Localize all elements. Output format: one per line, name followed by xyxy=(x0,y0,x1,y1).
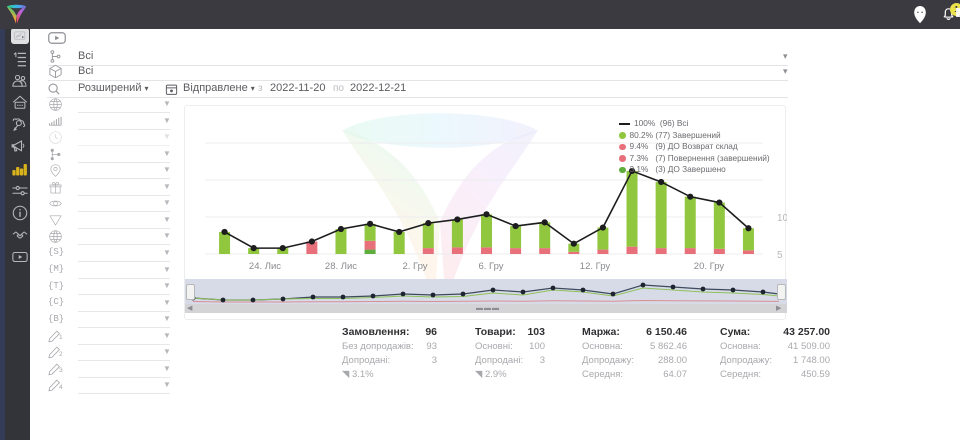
svg-text:6. Гру: 6. Гру xyxy=(478,261,503,272)
svg-text:10: 10 xyxy=(777,213,787,224)
svg-text:20. Гру: 20. Гру xyxy=(694,261,725,272)
svg-text:12. Гру: 12. Гру xyxy=(580,261,611,272)
svg-text:2. Гру: 2. Гру xyxy=(402,261,427,272)
svg-text:5: 5 xyxy=(777,250,783,261)
svg-text:28. Лис: 28. Лис xyxy=(325,261,357,272)
svg-text:24. Лис: 24. Лис xyxy=(249,261,281,272)
